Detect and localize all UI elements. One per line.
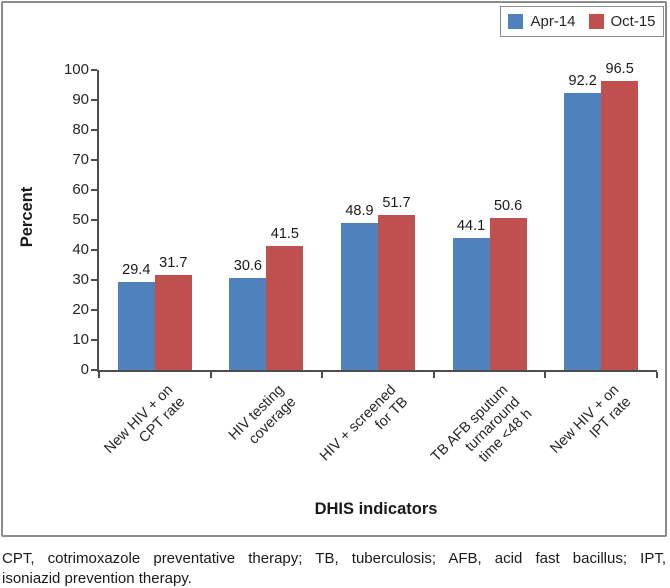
- bar-group: 44.1 50.6: [434, 70, 546, 370]
- x-category-label: New HIV + on IPT rate: [391, 382, 635, 457]
- figure-caption: CPT, cotrimoxazole preventative therapy;…: [2, 549, 666, 588]
- x-axis-tick: [321, 372, 324, 378]
- caption-line: isoniazid prevention therapy.: [2, 569, 192, 587]
- y-axis-tick: [91, 189, 97, 191]
- legend: Apr-14 Oct-15: [500, 6, 664, 37]
- bar-group: 48.9 51.7: [322, 70, 434, 370]
- y-axis-tick: [91, 159, 97, 161]
- legend-item-oct-15: Oct-15: [588, 13, 656, 30]
- y-axis-tick-label: 90: [72, 91, 89, 108]
- y-axis-tick: [91, 99, 97, 101]
- legend-label: Apr-14: [530, 13, 576, 30]
- y-axis-tick-label: 80: [72, 121, 89, 138]
- bar-apr-14: 92.2: [564, 73, 602, 370]
- legend-item-apr-14: Apr-14: [508, 13, 576, 30]
- x-axis-tick: [656, 372, 658, 378]
- legend-swatch-apr-14: [508, 14, 524, 29]
- y-axis-tick-label: 20: [72, 301, 89, 318]
- plot-area: 29.4 31.7 30.6 41.5 48.9 51.7 44.1 50.6 92.2 96.5: [97, 61, 657, 372]
- y-axis-title: Percent: [18, 186, 36, 248]
- bar-apr-14: 48.9: [340, 203, 378, 370]
- y-axis-tick: [91, 219, 97, 221]
- bar-apr-14: 44.1: [452, 218, 490, 370]
- y-axis-tick-label: 0: [80, 361, 89, 378]
- y-axis-tick: [91, 309, 97, 311]
- chart-frame: [1, 1, 667, 537]
- y-axis-tick: [91, 249, 97, 251]
- y-axis-tick-label: 60: [72, 181, 89, 198]
- y-axis-tick-label: 100: [63, 61, 89, 78]
- bar-group: 29.4 31.7: [99, 70, 211, 370]
- bar-oct-15: 96.5: [601, 61, 639, 370]
- bar-oct-15: 51.7: [377, 195, 415, 370]
- bar-group: 92.2 96.5: [545, 61, 657, 370]
- x-axis-tick: [209, 372, 212, 378]
- y-axis-tick: [91, 279, 97, 281]
- bar-oct-15: 50.6: [489, 198, 527, 370]
- y-axis-tick-label: 70: [72, 151, 89, 168]
- bar-value-label: 96.5: [605, 60, 634, 77]
- x-axis-title: DHIS indicators: [314, 500, 438, 518]
- y-axis-tick-label: 30: [72, 271, 89, 288]
- y-axis-tick: [91, 369, 97, 371]
- y-axis-tick: [91, 339, 97, 341]
- y-axis-tick: [91, 129, 97, 131]
- bar-value-label: 50.6: [493, 198, 523, 215]
- legend-label: Oct-15: [610, 13, 656, 30]
- bar-oct-15: 41.5: [266, 226, 304, 370]
- bar-value-label: 31.7: [159, 254, 188, 271]
- bar-value-label: 30.6: [233, 258, 263, 275]
- y-axis-tick-label: 40: [72, 241, 89, 258]
- bar-apr-14: 29.4: [117, 262, 155, 370]
- y-axis-tick-label: 50: [72, 211, 89, 228]
- bar-value-label: 29.4: [122, 261, 151, 278]
- x-axis-tick: [98, 372, 100, 378]
- bar-apr-14: 30.6: [229, 258, 267, 370]
- bar-oct-15: 31.7: [154, 255, 192, 370]
- bar-group: 30.6 41.5: [211, 70, 323, 370]
- y-axis-tick-label: 10: [72, 331, 89, 348]
- x-axis-tick: [544, 372, 547, 378]
- legend-swatch-oct-15: [588, 14, 604, 29]
- bar-value-label: 48.9: [345, 203, 374, 220]
- y-axis-tick: [91, 69, 97, 71]
- bar-value-label: 51.7: [382, 194, 411, 211]
- bar-value-label: 44.1: [456, 217, 486, 234]
- x-axis-tick: [432, 372, 435, 378]
- caption-line: CPT, cotrimoxazole preventative therapy;…: [2, 550, 666, 567]
- bar-value-label: 41.5: [270, 225, 300, 242]
- bar-value-label: 92.2: [568, 73, 597, 90]
